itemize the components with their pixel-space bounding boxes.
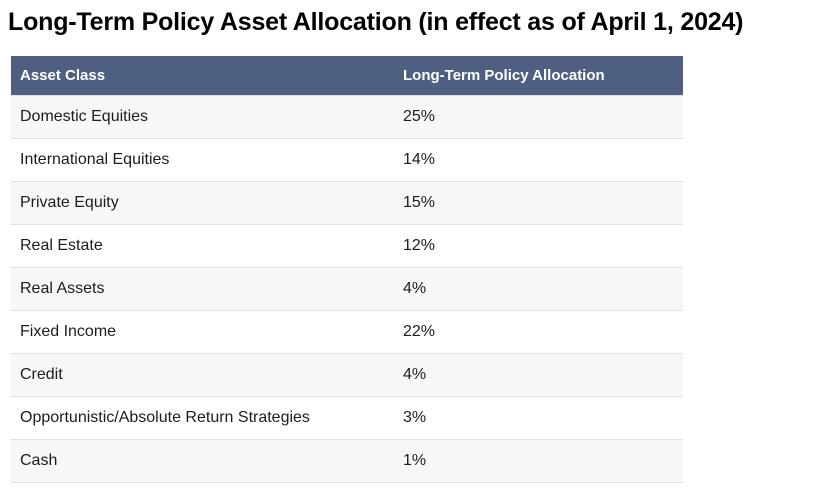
allocation-cell: 4%: [394, 267, 683, 311]
page-title: Long-Term Policy Asset Allocation (in ef…: [8, 8, 744, 36]
asset-class-cell: Credit: [11, 353, 394, 397]
table-row: Cash 1%: [11, 439, 683, 483]
table-row: Credit 4%: [11, 353, 683, 397]
asset-class-cell: Real Assets: [11, 267, 394, 311]
table-row: Real Assets 4%: [11, 267, 683, 311]
asset-class-cell: Real Estate: [11, 224, 394, 268]
table-row: Real Estate 12%: [11, 224, 683, 268]
asset-class-cell: Private Equity: [11, 181, 394, 225]
allocation-cell: 12%: [394, 224, 683, 268]
allocation-cell: 1%: [394, 439, 683, 483]
table-body: Domestic Equities 25% International Equi…: [11, 95, 683, 483]
allocation-cell: 25%: [394, 95, 683, 139]
table-row: International Equities 14%: [11, 138, 683, 182]
asset-class-cell: Opportunistic/Absolute Return Strategies: [11, 396, 394, 440]
asset-allocation-table: Asset Class Long-Term Policy Allocation …: [11, 56, 683, 483]
asset-class-cell: International Equities: [11, 138, 394, 182]
column-header-allocation: Long-Term Policy Allocation: [394, 56, 683, 96]
allocation-cell: 15%: [394, 181, 683, 225]
asset-class-cell: Cash: [11, 439, 394, 483]
column-header-asset-class: Asset Class: [11, 56, 394, 96]
table-row: Private Equity 15%: [11, 181, 683, 225]
asset-class-cell: Fixed Income: [11, 310, 394, 354]
allocation-cell: 3%: [394, 396, 683, 440]
allocation-cell: 22%: [394, 310, 683, 354]
table-row: Opportunistic/Absolute Return Strategies…: [11, 396, 683, 440]
allocation-cell: 4%: [394, 353, 683, 397]
asset-class-cell: Domestic Equities: [11, 95, 394, 139]
allocation-cell: 14%: [394, 138, 683, 182]
table-row: Domestic Equities 25%: [11, 95, 683, 139]
table-row: Fixed Income 22%: [11, 310, 683, 354]
table-header: Asset Class Long-Term Policy Allocation: [11, 56, 683, 96]
table-header-row: Asset Class Long-Term Policy Allocation: [11, 56, 683, 96]
